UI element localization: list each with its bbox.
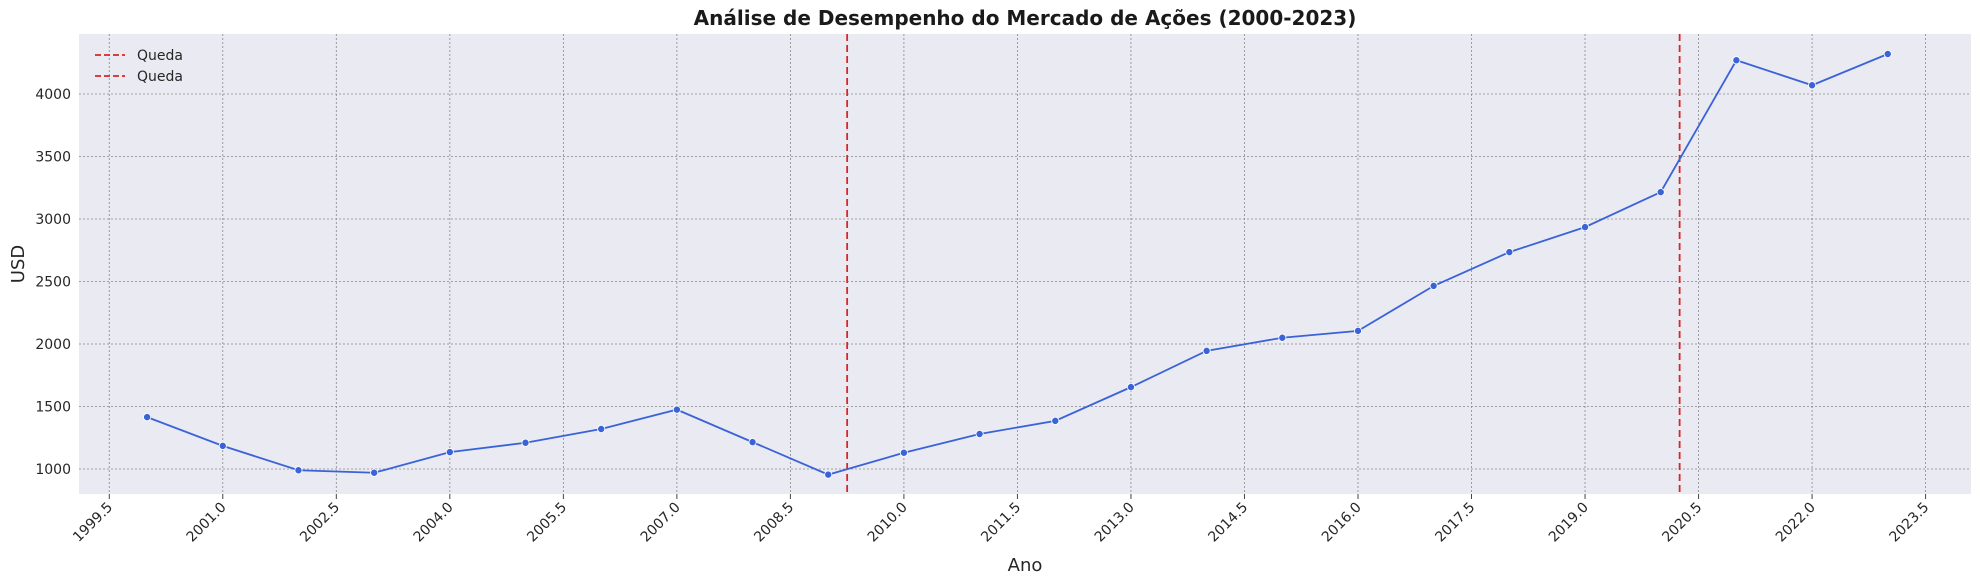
x-tick-label: 2011.5 bbox=[978, 500, 1024, 546]
y-tick-label: 4000 bbox=[35, 87, 71, 103]
data-point bbox=[975, 429, 984, 438]
y-tick-label: 2500 bbox=[35, 275, 71, 291]
data-point bbox=[1581, 223, 1590, 232]
legend-label: Queda bbox=[137, 69, 183, 85]
grid bbox=[79, 34, 1971, 494]
x-tick-label: 2022.0 bbox=[1773, 500, 1819, 546]
data-point bbox=[294, 466, 303, 475]
x-axis-label: Ano bbox=[1008, 555, 1043, 576]
x-tick-label: 2017.5 bbox=[1432, 500, 1478, 546]
data-point bbox=[370, 468, 379, 477]
x-tick-label: 2016.0 bbox=[1319, 500, 1365, 546]
x-tick-label: 2008.5 bbox=[751, 500, 797, 546]
data-point bbox=[521, 438, 530, 447]
data-point bbox=[1353, 326, 1362, 335]
data-point bbox=[899, 448, 908, 457]
x-tick-label: 2019.0 bbox=[1546, 500, 1592, 546]
x-tick-label: 2001.0 bbox=[184, 500, 230, 546]
x-axis-ticks: 1999.5 2001.0 2002.5 2004.0 2005.5 2007.0 2008… bbox=[70, 494, 1932, 545]
x-tick-label: 2005.5 bbox=[524, 500, 570, 546]
y-axis-label: USD bbox=[8, 245, 29, 283]
y-tick-label: 1500 bbox=[35, 400, 71, 416]
data-point bbox=[445, 448, 454, 457]
x-tick-label: 2013.0 bbox=[1092, 500, 1138, 546]
series-layer bbox=[143, 50, 1892, 479]
chart-title: Análise de Desempenho do Mercado de Açõe… bbox=[694, 6, 1357, 30]
x-tick-label: 2023.5 bbox=[1886, 500, 1932, 546]
x-tick-label: 2020.5 bbox=[1659, 500, 1705, 546]
x-tick-label: 2004.0 bbox=[411, 500, 457, 546]
legend: Queda Queda bbox=[95, 48, 183, 85]
y-tick-label: 3500 bbox=[35, 150, 71, 166]
data-point bbox=[1656, 188, 1665, 197]
data-point bbox=[1429, 281, 1438, 290]
y-tick-label: 3000 bbox=[35, 212, 71, 228]
data-point bbox=[824, 470, 833, 479]
data-point bbox=[143, 413, 152, 422]
data-point bbox=[1883, 50, 1892, 59]
y-tick-label: 2000 bbox=[35, 337, 71, 353]
data-point bbox=[1808, 81, 1817, 90]
data-point bbox=[672, 405, 681, 414]
x-tick-label: 2014.5 bbox=[1205, 500, 1251, 546]
data-point bbox=[1126, 383, 1135, 392]
data-point bbox=[597, 424, 606, 433]
x-tick-label: 2010.0 bbox=[865, 500, 911, 546]
x-tick-label: 2002.5 bbox=[297, 500, 343, 546]
y-tick-label: 1000 bbox=[35, 462, 71, 478]
data-point bbox=[1732, 56, 1741, 65]
plot-background bbox=[79, 34, 1971, 494]
series-line bbox=[146, 53, 1889, 476]
y-axis-ticks: 1000 1500 2000 2500 3000 3500 4000 bbox=[35, 87, 71, 478]
data-point bbox=[1051, 416, 1060, 425]
data-point bbox=[1278, 333, 1287, 342]
data-point bbox=[1505, 248, 1514, 257]
data-point bbox=[218, 441, 227, 450]
legend-label: Queda bbox=[137, 48, 183, 64]
x-tick-label: 1999.5 bbox=[70, 500, 116, 546]
x-tick-label: 2007.0 bbox=[638, 500, 684, 546]
data-point bbox=[1202, 346, 1211, 355]
data-point bbox=[748, 438, 757, 447]
